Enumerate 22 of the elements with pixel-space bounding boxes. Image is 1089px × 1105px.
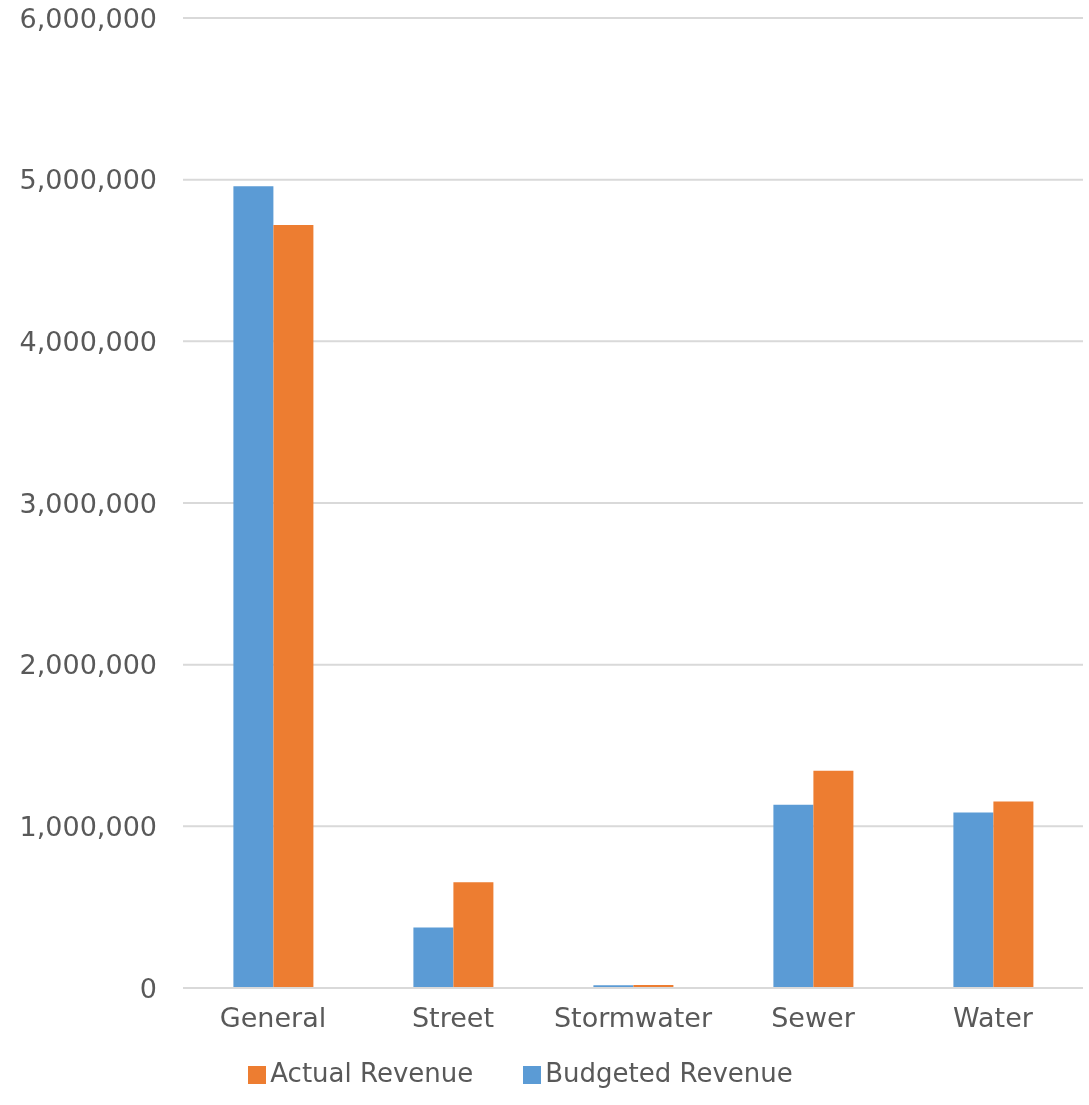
bar	[813, 770, 854, 988]
x-tick-label: Street	[411, 1002, 495, 1034]
bar	[953, 812, 994, 988]
y-tick-label: 5,000,000	[19, 164, 157, 196]
bar	[413, 927, 454, 988]
x-tick-label: Stormwater	[553, 1002, 713, 1034]
legend-label: Budgeted Revenue	[545, 1058, 793, 1088]
bar	[273, 224, 314, 988]
bar	[993, 801, 1034, 988]
y-tick-label: 0	[139, 972, 157, 1004]
y-tick-label: 4,000,000	[19, 325, 157, 357]
y-tick-label: 6,000,000	[19, 2, 157, 34]
x-tick-label: Sewer	[771, 1002, 856, 1034]
y-tick-label: 1,000,000	[19, 810, 157, 842]
legend-label: Actual Revenue	[270, 1058, 474, 1088]
x-tick-label: Water	[953, 1002, 1034, 1034]
bar	[453, 882, 494, 988]
y-tick-label: 3,000,000	[19, 487, 157, 519]
bar	[233, 186, 274, 988]
y-tick-label: 2,000,000	[19, 649, 157, 681]
bar	[773, 804, 814, 988]
x-tick-label: General	[219, 1002, 327, 1034]
